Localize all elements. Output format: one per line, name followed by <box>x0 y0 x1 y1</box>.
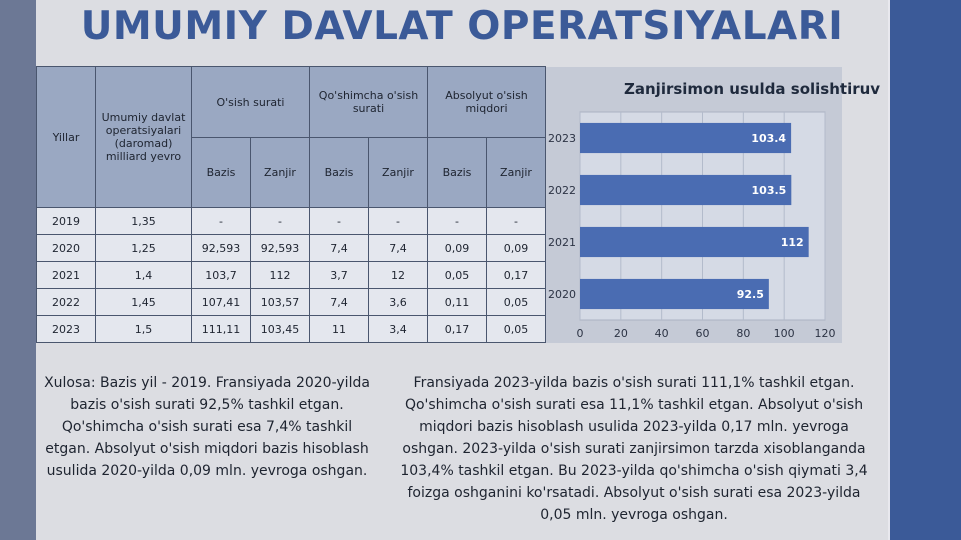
table-row: 2022 1,45 107,41 103,57 7,4 3,6 0,11 0,0… <box>36 288 546 316</box>
x-tick-label: 80 <box>736 327 750 340</box>
header-chain: Zanjir <box>368 137 428 208</box>
cell-year: 2023 <box>36 315 96 343</box>
cell-growth-chain: 92,593 <box>250 234 310 262</box>
cell-increase-chain: 3,4 <box>368 315 428 343</box>
bar-2022 <box>580 174 792 206</box>
cell-growth-chain: 112 <box>250 261 310 289</box>
cell-growth-base: 111,11 <box>191 315 251 343</box>
cell-volume: 1,25 <box>95 234 192 262</box>
table-row: 2023 1,5 111,11 103,45 11 3,4 0,17 0,05 <box>36 315 546 343</box>
x-tick-label: 60 <box>696 327 710 340</box>
cell-absolute-base: 0,05 <box>427 261 487 289</box>
bar-chart: 0 20 40 60 80 100 120 2023 103.4 2022 103.5 2021 112… <box>548 111 836 340</box>
cell-increase-base: 7,4 <box>309 234 369 262</box>
cell-growth-base: 103,7 <box>191 261 251 289</box>
x-tick-label: 100 <box>774 327 795 340</box>
cell-volume: 1,35 <box>95 207 192 235</box>
cell-increase-chain: - <box>368 207 428 235</box>
table-row: 2020 1,25 92,593 92,593 7,4 7,4 0,09 0,0… <box>36 234 546 262</box>
header-absolute-growth: Absolyut o'sish miqdori <box>427 66 546 138</box>
cell-volume: 1,5 <box>95 315 192 343</box>
chart-title: Zanjirsimon usulda solishtiruv <box>624 80 881 98</box>
cell-increase-base: 3,7 <box>309 261 369 289</box>
y-tick-label: 2020 <box>548 288 576 301</box>
cell-increase-chain: 7,4 <box>368 234 428 262</box>
cell-year: 2021 <box>36 261 96 289</box>
bar-2020 <box>580 278 769 310</box>
y-tick-label: 2021 <box>548 236 576 249</box>
cell-absolute-chain: 0,05 <box>486 315 546 343</box>
cell-increase-chain: 3,6 <box>368 288 428 316</box>
cell-growth-base: 107,41 <box>191 288 251 316</box>
cell-volume: 1,45 <box>95 288 192 316</box>
cell-year: 2020 <box>36 234 96 262</box>
operations-table: Yillar Umumiy davlat operatsiyalari (dar… <box>36 66 546 343</box>
header-chain: Zanjir <box>250 137 310 208</box>
y-tick-label: 2023 <box>548 132 576 145</box>
data-label: 103.5 <box>752 184 787 197</box>
cell-growth-chain: 103,57 <box>250 288 310 316</box>
cell-absolute-base: 0,17 <box>427 315 487 343</box>
y-tick-label: 2022 <box>548 184 576 197</box>
header-base: Bazis <box>191 137 251 208</box>
cell-absolute-chain: 0,17 <box>486 261 546 289</box>
cell-year: 2019 <box>36 207 96 235</box>
conclusion-left: Xulosa: Bazis yil - 2019. Fransiyada 202… <box>44 375 370 479</box>
cell-growth-chain: 103,45 <box>250 315 310 343</box>
cell-growth-base: 92,593 <box>191 234 251 262</box>
conclusion-right: Fransiyada 2023-yilda bazis o'sish surat… <box>400 375 868 523</box>
x-tick-label: 20 <box>614 327 628 340</box>
page-title: UMUMIY DAVLAT OPERATSIYALARI <box>80 4 844 49</box>
cell-growth-base: - <box>191 207 251 235</box>
right-edge-line <box>888 0 890 540</box>
cell-absolute-base: - <box>427 207 487 235</box>
x-tick-label: 40 <box>655 327 669 340</box>
header-chain: Zanjir <box>486 137 546 208</box>
x-tick-label: 0 <box>577 327 584 340</box>
data-label: 112 <box>781 236 804 249</box>
cell-increase-base: - <box>309 207 369 235</box>
header-growth-rate: O'sish surati <box>191 66 310 138</box>
cell-absolute-chain: 0,09 <box>486 234 546 262</box>
bar-2023 <box>580 122 792 154</box>
cell-absolute-base: 0,09 <box>427 234 487 262</box>
header-base: Bazis <box>309 137 369 208</box>
data-label: 103.4 <box>751 132 786 145</box>
cell-growth-chain: - <box>250 207 310 235</box>
header-years: Yillar <box>36 66 96 208</box>
x-tick-label: 120 <box>815 327 836 340</box>
header-base: Bazis <box>427 137 487 208</box>
cell-absolute-chain: 0,05 <box>486 288 546 316</box>
left-decor-bar <box>0 0 36 540</box>
cell-increase-base: 7,4 <box>309 288 369 316</box>
right-decor-bar <box>890 0 961 540</box>
cell-year: 2022 <box>36 288 96 316</box>
bar-2021 <box>580 226 809 258</box>
header-volume: Umumiy davlat operatsiyalari (daromad) m… <box>95 66 192 208</box>
cell-absolute-base: 0,11 <box>427 288 487 316</box>
cell-increase-chain: 12 <box>368 261 428 289</box>
table-row: 2019 1,35 - - - - - - <box>36 207 546 235</box>
table-row: 2021 1,4 103,7 112 3,7 12 0,05 0,17 <box>36 261 546 289</box>
cell-increase-base: 11 <box>309 315 369 343</box>
cell-absolute-chain: - <box>486 207 546 235</box>
cell-volume: 1,4 <box>95 261 192 289</box>
data-label: 92.5 <box>737 288 764 301</box>
header-increase-rate: Qo'shimcha o'sish surati <box>309 66 428 138</box>
